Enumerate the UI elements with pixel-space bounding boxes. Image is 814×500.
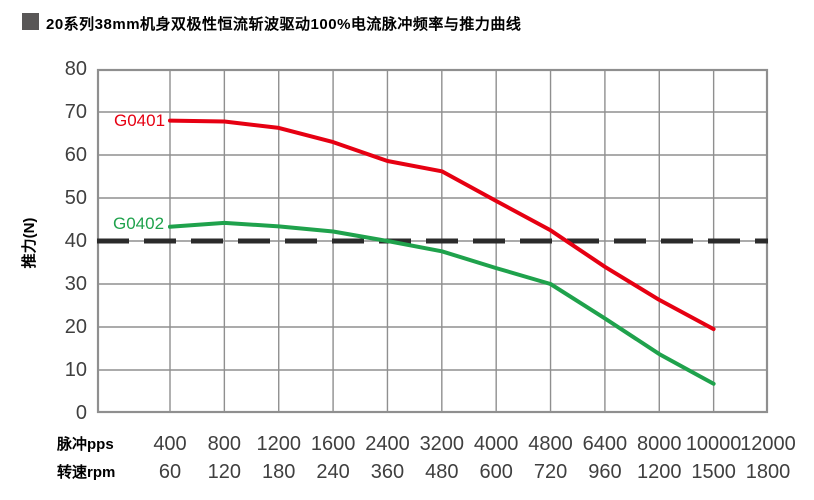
y-tick-label: 10 — [64, 359, 87, 381]
x-tick-rpm: 60 — [158, 461, 182, 483]
x-tick-pps: 10000 — [685, 433, 742, 455]
y-tick-label: 70 — [64, 101, 87, 123]
y-tick-label: 30 — [64, 273, 87, 295]
series-label-g0401: G0401 — [114, 111, 166, 130]
x-tick-pps: 8000 — [637, 433, 682, 455]
x-tick-pps: 2400 — [365, 433, 410, 455]
title-bullet-icon — [22, 13, 39, 30]
x-tick-pps: 6400 — [582, 433, 628, 455]
x-row-rpm-header: 转速rpm — [57, 464, 116, 481]
x-row-pps-header: 脉冲pps — [57, 436, 114, 453]
x-tick-rpm: 480 — [425, 461, 459, 483]
x-tick-pps: 4800 — [528, 433, 573, 455]
x-tick-pps: 12000 — [740, 433, 796, 455]
page-title: 20系列38mm机身双极性恒流斩波驱动100%电流脉冲频率与推力曲线 — [46, 16, 522, 33]
chart-header: 20系列38mm机身双极性恒流斩波驱动100%电流脉冲频率与推力曲线 — [0, 0, 814, 40]
y-axis-title: 推力(N) — [21, 217, 38, 269]
series-curve-g0402 — [168, 220, 716, 386]
x-tick-rpm: 240 — [316, 461, 350, 483]
x-tick-rpm: 1800 — [745, 461, 791, 483]
x-tick-rpm: 180 — [262, 461, 296, 483]
y-tick-label: 20 — [64, 316, 87, 338]
x-tick-pps: 1200 — [256, 433, 301, 455]
x-tick-pps: 4000 — [473, 433, 519, 455]
x-tick-rpm: 120 — [207, 461, 242, 483]
x-tick-rpm: 360 — [370, 461, 405, 483]
x-tick-pps: 800 — [207, 433, 242, 455]
x-tick-pps: 400 — [153, 433, 187, 455]
x-tick-rpm: 1500 — [691, 461, 736, 483]
x-tick-rpm: 600 — [479, 461, 513, 483]
series-curve-g0401 — [168, 118, 716, 332]
y-tick-label: 40 — [64, 230, 87, 252]
x-tick-pps: 1600 — [310, 433, 356, 455]
y-tick-label: 60 — [64, 144, 87, 166]
y-tick-label: 50 — [64, 187, 87, 209]
y-tick-label: 0 — [75, 402, 87, 424]
x-tick-pps: 3200 — [419, 433, 465, 455]
x-tick-rpm: 1200 — [637, 461, 682, 483]
series-label-g0402: G0402 — [113, 214, 165, 233]
x-tick-rpm: 960 — [588, 461, 622, 483]
y-tick-label: 80 — [64, 58, 87, 80]
x-tick-rpm: 720 — [533, 461, 568, 483]
chart-plot — [96, 68, 769, 414]
